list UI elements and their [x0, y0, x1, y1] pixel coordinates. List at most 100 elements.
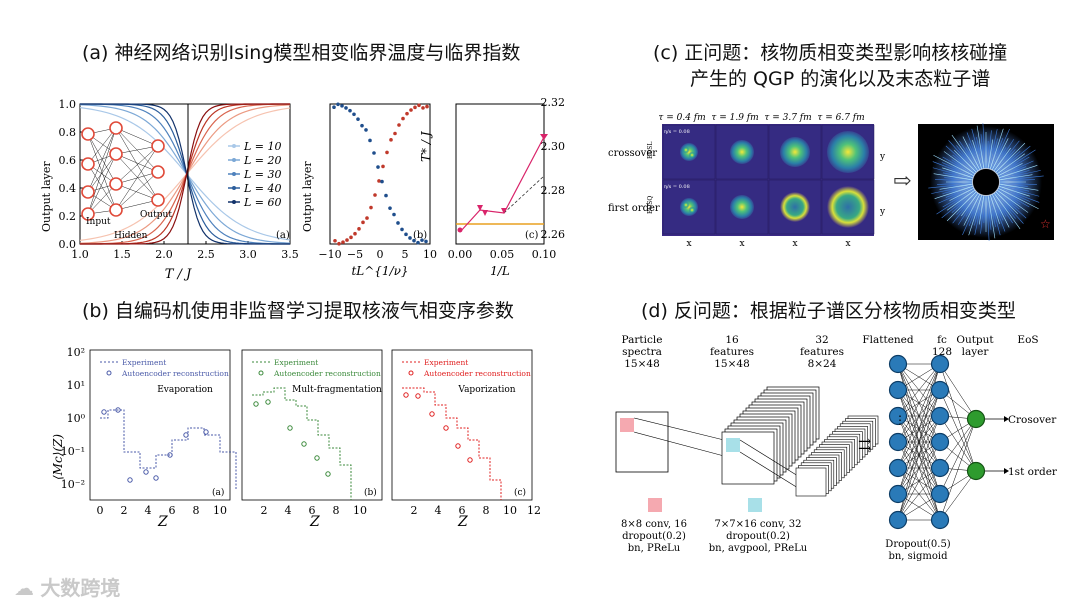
main-ytick: 0.4: [59, 182, 77, 195]
collapse-point-blue: [340, 104, 344, 108]
d-header-l2: features: [710, 346, 754, 358]
b-ytick: 10⁻¹: [61, 445, 85, 458]
collapse-plot-frame: [329, 103, 431, 245]
main-xtick: 3.0: [239, 248, 257, 261]
b-reconstruction-point: [101, 409, 107, 415]
d-flattened-label: Flattened: [862, 334, 914, 346]
svg-text:η/s = 0.08: η/s = 0.08: [664, 129, 690, 135]
b-xtick: 4: [285, 504, 292, 517]
b-tag: (b): [364, 487, 377, 498]
extrap-yticks: 2.26 2.28 2.30 2.32: [541, 96, 566, 241]
collapse-xtick: 10: [423, 248, 437, 261]
b-reconstruction-point: [403, 392, 409, 398]
collapse-point-red: [425, 104, 429, 109]
d-feature-stack-32: [795, 415, 879, 497]
collapse-points: [332, 102, 429, 246]
main-xtick: 3.5: [281, 248, 299, 261]
collapse-point-blue: [376, 165, 380, 169]
c-frame-blob: [730, 140, 754, 164]
collapse-xtick: 0: [377, 248, 384, 261]
b-reconstruction-point: [203, 429, 209, 435]
c-frame-ring: [780, 192, 810, 222]
collapse-point-blue: [360, 123, 364, 128]
b-tag: (c): [514, 487, 526, 498]
d-kernel2: [726, 438, 740, 452]
d-header-l3: 15×48: [624, 358, 660, 370]
main-ytick: 1.0: [59, 98, 77, 111]
collapse-point-blue: [396, 221, 400, 225]
d-dense-node: [930, 380, 950, 400]
main-curve-blue: [79, 103, 291, 245]
d-header-l2: spectra: [622, 346, 662, 358]
caption-a: (a) 神经网络识别Ising模型相变临界温度与临界指数: [82, 42, 521, 64]
collapse-point-red: [393, 131, 397, 136]
b-subplots: Evaporation Experiment Autoencoder reconst…: [89, 349, 541, 517]
b-reconstruction-point: [167, 452, 173, 458]
collapse-ylabel: Output layer: [301, 161, 314, 232]
collapse-point-red: [389, 138, 393, 142]
b-subplot-frame: [391, 349, 533, 501]
d-dense-line2: bn, sigmoid: [888, 551, 948, 562]
d-flatten-arrow: ⇉: [858, 435, 871, 454]
b-ytick: 10²: [67, 346, 85, 359]
nn-node: [109, 147, 123, 161]
d-dense-node: [930, 406, 950, 426]
d-headers: Particlespectra15×4816features15×4832fea…: [622, 334, 844, 370]
nn-node: [151, 193, 165, 207]
caption-c-line2: 产生的 QGP 的演化以及末态粒子谱: [690, 68, 991, 90]
b-xtick: 10: [213, 504, 227, 517]
collapse-point-blue: [400, 227, 404, 232]
watermark: ☁︎ 大数跨境: [14, 572, 120, 601]
b-yticks: 10² 10¹ 10⁰ 10⁻¹ 10⁻²: [61, 346, 86, 491]
d-conv2-line1: 7×7×16 conv, 32: [715, 519, 802, 530]
panel-a-figure: Output layer T / J 1.0 1.5 2.0 2.5 3.0 3.5 0.…: [40, 96, 566, 282]
extrap-xtick: 0.00: [448, 248, 473, 261]
svg-text:η/s = 0.08: η/s = 0.08: [664, 184, 690, 190]
c-tau: τ = 1.9 fm: [711, 113, 758, 123]
b-reconstruction-point: [143, 469, 149, 475]
collapse-point-red: [413, 105, 417, 110]
nn-node: [109, 177, 123, 191]
b-xlabel-1: Z: [157, 514, 168, 530]
b-xtick: 8: [193, 504, 200, 517]
b-legend-exp: Experiment: [122, 358, 166, 367]
b-reconstruction-point: [183, 432, 189, 438]
extrap-plot-frame: [455, 103, 545, 245]
b-xlabel-3: Z: [457, 514, 468, 530]
b-xtick: 6: [309, 504, 316, 517]
b-legend-rec: Autoencoder reconstruction: [423, 369, 531, 378]
nn-node: [109, 203, 123, 217]
b-xtick: 0: [97, 504, 104, 517]
main-legend: L = 10L = 20L = 30L = 40L = 60: [228, 140, 282, 209]
b-xtick: 10: [503, 504, 517, 517]
d-dense-node: [888, 484, 908, 504]
main-xlabel: T / J: [165, 267, 192, 282]
nn-input-label: Input: [86, 217, 111, 227]
d-dense-network: ⋮: [888, 354, 1009, 530]
c-frame-blob: [680, 143, 698, 161]
c-ylab-2: y: [879, 207, 886, 217]
b-reconstruction-point: [265, 399, 271, 405]
collapse-point-blue: [408, 236, 412, 240]
collapse-point-blue: [372, 151, 376, 155]
b-title: Mult-fragmentation: [292, 385, 382, 395]
panel-b-figure: ⟨Mc⟩(Z) 10² 10¹ 10⁰ 10⁻¹ 10⁻² Z Z Z Evaporat…: [51, 346, 541, 530]
panel-c-figure: τ = 0.4 fm τ = 1.9 fm τ = 3.7 fm τ = 6.7 fm…: [608, 113, 1054, 249]
d-dense-node: [888, 510, 908, 530]
collapse-point-red: [421, 106, 425, 110]
extrap-points: [457, 134, 548, 233]
d-conv1-line1: 8×8 conv, 16: [621, 519, 687, 530]
c-arrow-icon: ⇨: [893, 169, 911, 194]
collapse-point-red: [381, 164, 385, 169]
b-reconstruction-point: [127, 477, 133, 483]
d-conv2-line2: dropout(0.2): [726, 531, 790, 542]
collapse-xtick: 5: [402, 248, 409, 261]
d-legend-conv1-swatch: [648, 498, 662, 512]
b-xtick: 2: [121, 504, 128, 517]
b-reconstruction-point: [287, 425, 293, 431]
nn-node: [81, 157, 95, 171]
collapse-point-blue: [344, 106, 348, 110]
collapse-point-red: [397, 123, 401, 127]
b-experiment-steps: [252, 387, 352, 500]
collapse-point-red: [369, 205, 373, 210]
